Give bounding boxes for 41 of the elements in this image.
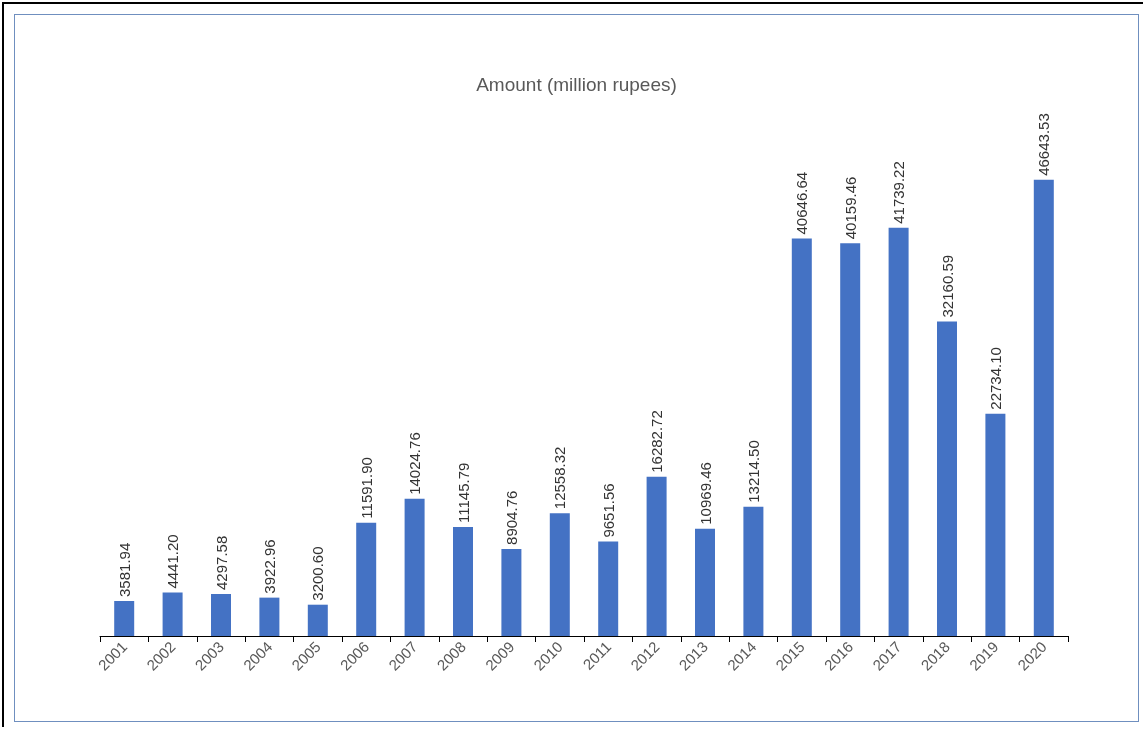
data-label: 41739.22 — [890, 161, 908, 224]
bar — [888, 227, 909, 636]
data-label: 46643.53 — [1035, 113, 1053, 176]
data-label: 32160.59 — [938, 254, 956, 318]
data-label: 40159.46 — [841, 176, 859, 240]
bar — [211, 593, 231, 636]
data-label: 3200.60 — [309, 546, 327, 601]
data-label: 12558.32 — [551, 446, 569, 510]
data-label: 4297.58 — [212, 535, 230, 590]
bar — [501, 548, 522, 636]
bar — [791, 238, 812, 636]
bar — [937, 321, 957, 636]
bar — [646, 476, 667, 636]
bar — [1033, 179, 1054, 636]
data-label: 14024.76 — [406, 432, 424, 495]
bar — [259, 597, 280, 636]
data-label: 10969.46 — [696, 462, 714, 525]
data-label: 9651.56 — [599, 483, 617, 538]
data-label: 8904.76 — [502, 490, 520, 545]
data-label: 40646.64 — [793, 171, 811, 235]
bar — [404, 498, 425, 636]
bar — [549, 513, 570, 636]
bar — [162, 592, 183, 636]
data-label: 16282.72 — [648, 410, 666, 473]
bar — [840, 243, 861, 636]
data-label: 3581.94 — [115, 542, 133, 597]
data-label: 13214.50 — [744, 440, 762, 503]
bar — [114, 600, 135, 636]
data-label: 4441.20 — [164, 534, 182, 589]
data-label: 22734.10 — [986, 347, 1004, 410]
data-label: 11591.90 — [357, 457, 375, 519]
bar — [356, 522, 377, 636]
bar — [453, 526, 473, 636]
bar — [695, 528, 715, 636]
bar — [743, 506, 764, 636]
data-label: 11145.79 — [454, 462, 472, 523]
data-label: 3922.96 — [260, 539, 278, 594]
bar — [307, 604, 328, 636]
bar — [985, 413, 1006, 636]
bar — [598, 541, 619, 636]
chart-title: Amount (million rupees) — [476, 74, 677, 95]
